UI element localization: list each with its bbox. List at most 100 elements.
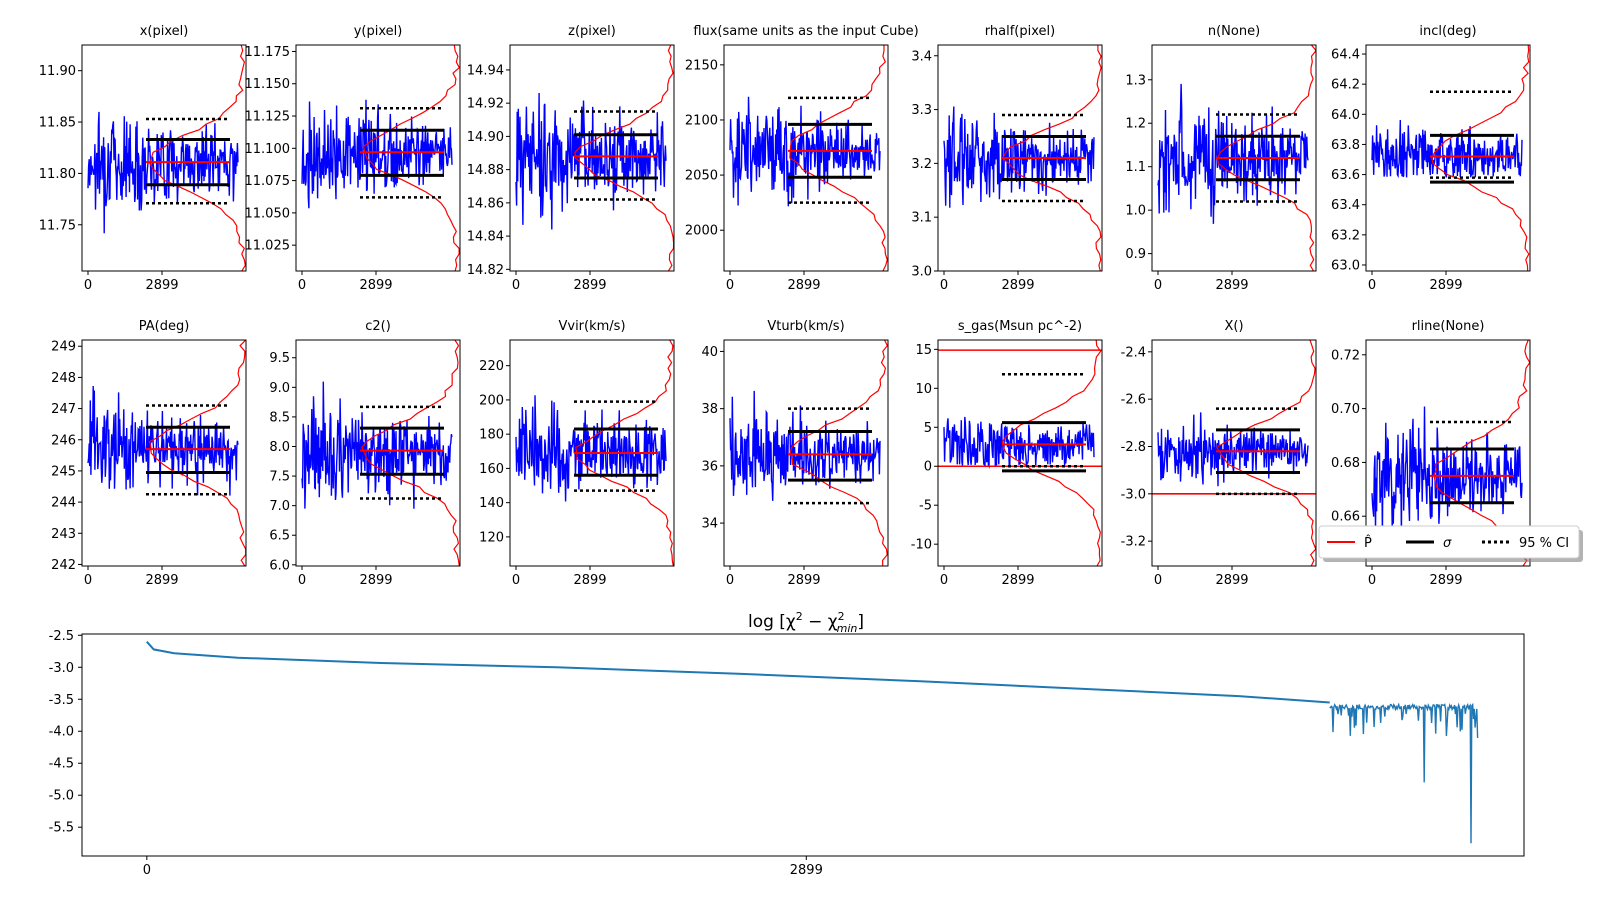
- panel-frame: [937, 339, 1103, 567]
- panel-plot-area: [943, 45, 1102, 271]
- chi2-noisy-tail: [1329, 702, 1479, 844]
- ytick-label: 11.025: [245, 239, 291, 254]
- posterior-histogram: [574, 45, 674, 271]
- trace-panel-9: c2() 6.0 6.5 7.0 7.5 8.0 8.5 9.0 9.5 0 2899: [269, 319, 461, 588]
- trace-line: [301, 381, 453, 509]
- panel-title: X(): [1224, 319, 1243, 334]
- panel-frame: [81, 339, 247, 567]
- ytick-label: 200: [479, 393, 504, 408]
- ytick-label: -10: [911, 538, 932, 553]
- xtick-label: 2899: [787, 573, 820, 588]
- ytick-label: 8.5: [269, 410, 290, 425]
- panel-frame: [723, 339, 889, 567]
- ytick-label: 160: [479, 462, 504, 477]
- trace-panel-7: incl(deg) 63.0 63.2 63.4 63.6 63.8 64.0 64.2 64.…: [1331, 24, 1531, 293]
- panel-title: Vturb(km/s): [767, 319, 844, 334]
- chi2-ytick-label: -4.5: [49, 757, 74, 772]
- ytick-label: 15: [915, 343, 932, 358]
- chi2-ytick-label: -5.5: [49, 821, 74, 836]
- ytick-label: 64.4: [1331, 48, 1360, 63]
- panel-title: c2(): [365, 319, 391, 334]
- panel-title: incl(deg): [1419, 24, 1476, 39]
- ytick-label: 2100: [685, 113, 718, 128]
- legend: P̂ σ 95 % CI: [1318, 525, 1583, 562]
- ytick-label: 14.84: [467, 230, 504, 245]
- ytick-label: 247: [51, 402, 76, 417]
- posterior-histogram: [148, 340, 246, 566]
- panel-plot-area: [729, 45, 888, 271]
- xtick-label: 2899: [1429, 278, 1462, 293]
- panel-title: flux(same units as the input Cube): [693, 24, 918, 39]
- trace-line: [515, 395, 667, 502]
- ytick-label: 9.5: [269, 351, 290, 366]
- xtick-label: 2899: [1001, 573, 1034, 588]
- xtick-label: 2899: [145, 278, 178, 293]
- chi2-title-main: log [χ: [748, 612, 796, 632]
- ytick-label: 11.175: [245, 45, 291, 60]
- trace-line: [1371, 406, 1523, 534]
- ytick-label: -3.0: [1121, 487, 1146, 502]
- panel-plot-area: [1157, 45, 1316, 271]
- ytick-label: 14.86: [467, 196, 504, 211]
- chi2-panel: log [χ2 − χ2 min] -5.5-5.0-4.5-4.0-3.5-3.…: [49, 610, 1525, 878]
- ytick-label: 3.2: [911, 157, 932, 172]
- xtick-label: 2899: [1001, 278, 1034, 293]
- ytick-label: 14.90: [467, 130, 504, 145]
- panel-frame: [1365, 339, 1531, 567]
- posterior-histogram: [361, 340, 460, 566]
- ytick-label: 180: [479, 428, 504, 443]
- chi2-xtick-label: 2899: [790, 863, 823, 878]
- posterior-histogram: [789, 45, 888, 271]
- ytick-label: 11.150: [245, 77, 291, 92]
- ytick-label: -3.2: [1121, 535, 1146, 550]
- trace-panel-1: x(pixel) 11.75 11.80 11.85 11.90 0 2899: [39, 24, 247, 293]
- ytick-label: 8.0: [269, 440, 290, 455]
- ytick-label: 1.1: [1125, 160, 1146, 175]
- panel-title: x(pixel): [140, 24, 189, 39]
- panel-plot-area: [515, 45, 674, 271]
- ytick-label: 14.88: [467, 163, 504, 178]
- chi2-title: log [χ2 − χ2 min]: [748, 610, 864, 635]
- panel-frame: [509, 339, 675, 567]
- panel-title: n(None): [1208, 24, 1260, 39]
- chi2-ytick-label: -2.5: [49, 629, 74, 644]
- xtick-label: 0: [84, 573, 92, 588]
- xtick-label: 2899: [359, 573, 392, 588]
- panel-frame: [723, 44, 889, 272]
- ytick-label: -5: [919, 499, 932, 514]
- ytick-label: 0.70: [1331, 402, 1360, 417]
- legend-posterior-label: P̂: [1364, 536, 1372, 551]
- panel-plot-area: [301, 45, 460, 271]
- xtick-label: 2899: [145, 573, 178, 588]
- panel-plot-area: [87, 340, 246, 566]
- ytick-label: 11.85: [39, 116, 76, 131]
- ytick-label: 3.3: [911, 103, 932, 118]
- panel-title: z(pixel): [568, 24, 616, 39]
- xtick-label: 0: [84, 278, 92, 293]
- panel-plot-area: [87, 45, 246, 271]
- ytick-label: 2150: [685, 58, 718, 73]
- ytick-label: 0.68: [1331, 456, 1360, 471]
- ytick-label: 120: [479, 530, 504, 545]
- chi2-title-sub: min: [837, 622, 858, 635]
- posterior-histogram: [1001, 340, 1102, 566]
- ytick-label: 9.0: [269, 381, 290, 396]
- xtick-label: 2899: [787, 278, 820, 293]
- posterior-histogram: [149, 45, 246, 271]
- ytick-label: 36: [701, 459, 718, 474]
- panel-frame: [937, 44, 1103, 272]
- ytick-label: 63.4: [1331, 198, 1360, 213]
- trace-panel-10: Vvir(km/s) 120 140 160 180 200 220 0 2899: [479, 319, 675, 588]
- ytick-label: -2.4: [1121, 345, 1146, 360]
- trace-panel-2: y(pixel) 11.025 11.050 11.075 11.100 11.125 11…: [245, 24, 461, 293]
- ytick-label: 1.3: [1125, 73, 1146, 88]
- ytick-label: 245: [51, 464, 76, 479]
- chi2-title-sup: 2: [796, 610, 803, 623]
- ytick-label: 2050: [685, 169, 718, 184]
- xtick-label: 0: [298, 573, 306, 588]
- trace-panel-3: z(pixel) 14.82 14.84 14.86 14.88 14.90 14.92 14…: [467, 24, 675, 293]
- trace-line: [1157, 412, 1309, 487]
- xtick-label: 2899: [359, 278, 392, 293]
- xtick-label: 0: [940, 278, 948, 293]
- panel-title: s_gas(Msun pc^-2): [958, 319, 1082, 334]
